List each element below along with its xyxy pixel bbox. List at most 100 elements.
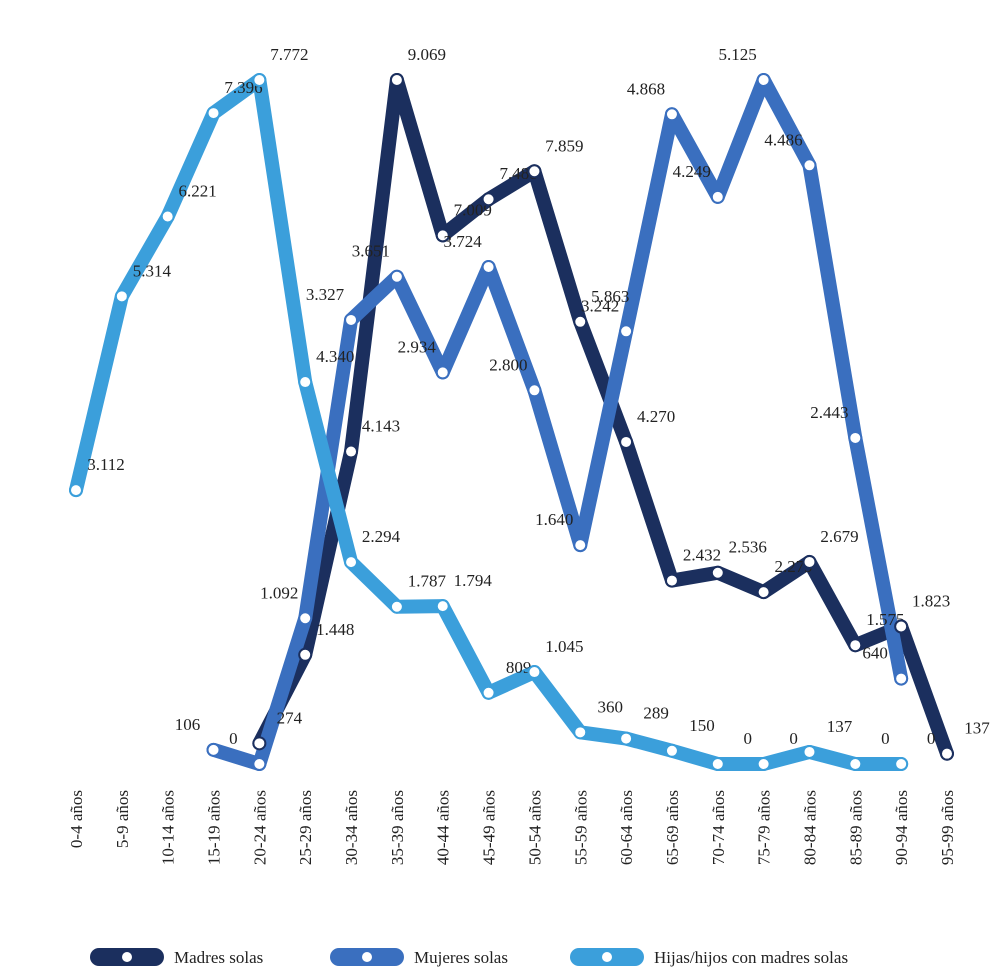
data-label: 289 — [643, 704, 669, 723]
data-point — [114, 289, 129, 304]
data-label: 3.112 — [87, 455, 125, 474]
data-label: 1.045 — [545, 637, 583, 656]
data-label: 3.242 — [581, 296, 619, 315]
data-label: 7.009 — [454, 200, 492, 219]
data-label: 0 — [229, 729, 238, 748]
data-label: 1.794 — [454, 571, 493, 590]
data-label: 1.092 — [260, 583, 298, 602]
data-label: 137 — [827, 717, 853, 736]
data-label: 360 — [598, 697, 624, 716]
data-label: 5.863 — [591, 287, 629, 306]
data-point — [619, 434, 634, 449]
x-tick-label: 75-79 años — [755, 790, 774, 865]
data-point — [664, 573, 679, 588]
data-label: 0 — [927, 729, 936, 748]
data-label: 4.340 — [316, 347, 354, 366]
data-label: 7.859 — [545, 136, 583, 155]
x-tick-label: 85-89 años — [846, 790, 865, 865]
data-label: 0 — [881, 729, 890, 748]
data-label: 7.772 — [270, 45, 308, 64]
x-tick-label: 40-44 años — [434, 790, 453, 865]
data-point — [573, 538, 588, 553]
x-tick-label: 0-4 años — [67, 790, 86, 848]
data-point — [527, 665, 542, 680]
data-label: 3.327 — [306, 285, 345, 304]
x-tick-label: 25-29 años — [296, 790, 315, 865]
data-point — [298, 647, 313, 662]
data-label: 1.823 — [912, 592, 950, 611]
data-label: 1.640 — [535, 510, 573, 529]
data-point — [344, 312, 359, 327]
data-point — [160, 209, 175, 224]
data-point — [389, 269, 404, 284]
data-point — [481, 192, 496, 207]
data-label: 0 — [744, 729, 753, 748]
data-point — [527, 383, 542, 398]
x-tick-label: 35-39 años — [388, 790, 407, 865]
data-point — [344, 555, 359, 570]
data-point — [435, 599, 450, 614]
data-label: 274 — [277, 708, 303, 727]
data-point — [710, 565, 725, 580]
data-point — [344, 444, 359, 459]
data-point — [664, 743, 679, 758]
data-point — [206, 106, 221, 121]
data-point — [894, 671, 909, 686]
data-label: 137 — [964, 719, 990, 738]
data-point — [206, 742, 221, 757]
data-point — [573, 314, 588, 329]
x-tick-label: 55-59 años — [571, 790, 590, 865]
legend-dot — [362, 952, 372, 962]
data-point — [848, 638, 863, 653]
data-point — [619, 731, 634, 746]
x-tick-label: 60-64 años — [617, 790, 636, 865]
legend-label: Hijas/hijos con madres solas — [654, 948, 848, 967]
data-label: 4.143 — [362, 417, 400, 436]
data-point — [389, 73, 404, 87]
data-point — [756, 73, 771, 87]
legend-dot — [602, 952, 612, 962]
data-point — [848, 430, 863, 445]
x-tick-label: 45-49 años — [480, 790, 499, 865]
data-point — [435, 365, 450, 380]
data-point — [664, 107, 679, 122]
data-point — [848, 757, 863, 771]
data-point — [710, 189, 725, 204]
x-tick-label: 5-9 años — [113, 790, 132, 848]
x-tick-label: 30-34 años — [342, 790, 361, 865]
x-tick-label: 10-14 años — [159, 790, 178, 865]
data-point — [802, 554, 817, 569]
data-label: 2.443 — [810, 403, 848, 422]
data-label: 5.125 — [719, 45, 757, 64]
data-point — [894, 619, 909, 634]
data-point — [389, 599, 404, 614]
data-point — [252, 73, 267, 87]
data-point — [298, 611, 313, 626]
data-label: 9.069 — [408, 45, 446, 64]
data-label: 4.868 — [627, 79, 665, 98]
data-label: 6.221 — [179, 182, 217, 201]
data-point — [756, 757, 771, 771]
data-point — [802, 158, 817, 173]
data-point — [298, 375, 313, 390]
x-tick-label: 95-99 años — [938, 790, 957, 865]
data-label: 2.432 — [683, 546, 721, 565]
data-point — [619, 324, 634, 339]
data-point — [252, 736, 267, 751]
series-line — [252, 73, 954, 761]
x-tick-label: 15-19 años — [205, 790, 224, 865]
data-label: 2.934 — [398, 337, 437, 356]
data-point — [894, 757, 909, 771]
data-point — [756, 585, 771, 600]
data-label: 3.724 — [443, 232, 482, 251]
data-label: 4.486 — [764, 130, 802, 149]
x-tick-label: 80-84 años — [800, 790, 819, 865]
data-label: 4.270 — [637, 407, 675, 426]
legend-label: Madres solas — [174, 948, 263, 967]
data-label: 150 — [689, 716, 715, 735]
data-point — [69, 483, 83, 498]
data-label: 5.314 — [133, 261, 172, 280]
data-point — [435, 228, 450, 243]
x-tick-label: 90-94 años — [892, 790, 911, 865]
